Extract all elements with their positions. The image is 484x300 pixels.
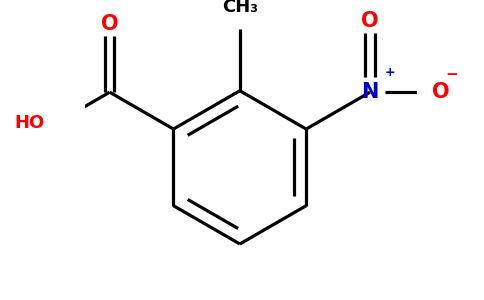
Text: −: −: [445, 67, 458, 82]
Text: HO: HO: [14, 114, 44, 132]
Text: O: O: [361, 11, 379, 31]
Text: N: N: [362, 82, 378, 102]
Text: O: O: [432, 82, 450, 102]
Text: +: +: [385, 66, 395, 79]
Text: O: O: [101, 14, 119, 34]
Text: CH₃: CH₃: [222, 0, 258, 16]
